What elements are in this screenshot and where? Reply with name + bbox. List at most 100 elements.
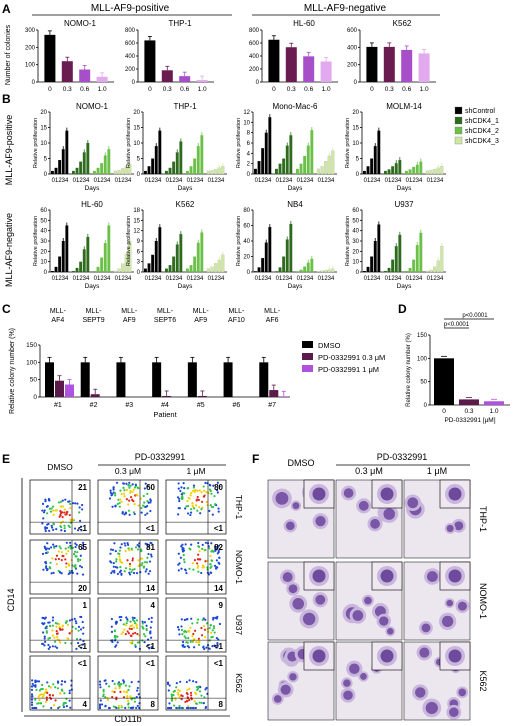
flow-density-dot xyxy=(58,545,61,548)
flow-density-dot xyxy=(67,546,70,549)
flow-density-dot xyxy=(119,489,122,492)
flow-density-dot xyxy=(51,505,55,508)
panel-b-ytick-label: 15 xyxy=(133,218,140,224)
flow-density-dot xyxy=(202,624,206,628)
panel-a-bar xyxy=(144,40,156,82)
flow-quadrant-value: <1 xyxy=(146,659,156,668)
panel-b-day-ticks: 01234 xyxy=(406,178,423,184)
flow-density-dot xyxy=(52,543,55,546)
flow-density-dot xyxy=(140,564,143,567)
flow-density-dot xyxy=(78,511,81,514)
flow-density-dot xyxy=(213,503,217,506)
panel-b-bar xyxy=(179,141,183,174)
panel-d-pvalue: p<0.0001 xyxy=(462,313,488,319)
flow-density-dot xyxy=(52,513,55,516)
flow-density-dot xyxy=(182,482,185,485)
panel-b-bar xyxy=(285,145,289,174)
flow-density-dot xyxy=(150,646,153,649)
flow-density-dot xyxy=(40,693,43,696)
flow-density-dot xyxy=(122,486,125,489)
panel-c-legend-swatch xyxy=(302,365,313,372)
flow-density-dot xyxy=(55,646,59,650)
flow-density-dot xyxy=(119,619,122,622)
flow-density-dot xyxy=(150,616,153,619)
flow-density-dot xyxy=(119,546,122,549)
flow-density-dot xyxy=(63,529,66,533)
flow-density-dot xyxy=(126,541,129,545)
panel-b-ytick-label: 30 xyxy=(352,239,359,245)
panel-b-bar xyxy=(217,167,221,175)
flow-density-dot xyxy=(126,619,129,623)
flow-density-dot xyxy=(50,706,53,710)
flow-density-dot xyxy=(48,566,51,569)
panel-b-ytick-label: 10 xyxy=(40,260,47,266)
flow-density-dot xyxy=(129,641,132,644)
flow-density-dot xyxy=(150,636,153,639)
flow-density-dot xyxy=(60,551,63,554)
panel-b-bar xyxy=(275,168,278,174)
panel-b-bar xyxy=(200,135,204,174)
flow-density-dot xyxy=(120,704,123,708)
panel-b-day-ticks: 01234 xyxy=(94,178,111,184)
flow-density-dot xyxy=(123,628,126,631)
panel-b-chart-title: MOLM-14 xyxy=(386,102,422,111)
flow-density-dot xyxy=(102,690,105,693)
flow-density-dot xyxy=(49,686,53,689)
flow-density-dot xyxy=(114,687,117,690)
flow-density-dot xyxy=(54,699,57,702)
flow-density-dot xyxy=(73,565,76,568)
flow-density-dot xyxy=(74,542,77,545)
flow-density-dot xyxy=(61,625,64,628)
flow-density-dot xyxy=(74,620,77,623)
flow-density-dot xyxy=(57,550,60,553)
micrograph-nucleus xyxy=(315,516,326,527)
flow-density-dot xyxy=(125,622,128,625)
flow-density-dot xyxy=(191,622,194,625)
flow-density-dot xyxy=(204,541,208,544)
flow-density-dot xyxy=(129,495,133,499)
flow-density-dot xyxy=(182,645,185,648)
flow-density-dot xyxy=(141,562,144,565)
micrograph-nucleus xyxy=(343,488,354,498)
flow-density-dot xyxy=(110,571,113,575)
micrograph-nucleus xyxy=(383,508,396,520)
panel-b-bar xyxy=(366,166,370,174)
flow-density-dot xyxy=(75,555,78,558)
flow-density-dot xyxy=(132,488,136,491)
panel-b-ytick-label: 10 xyxy=(40,141,47,147)
flow-density-dot xyxy=(79,558,82,562)
panel-b-bar xyxy=(429,269,433,273)
flow-density-dot xyxy=(113,682,116,685)
panel-d-ytick-label: 0 xyxy=(424,403,428,409)
panel-b-bar xyxy=(72,170,75,174)
flow-density-dot xyxy=(116,635,119,638)
flow-density-dot xyxy=(111,679,114,683)
flow-density-dot xyxy=(184,700,187,704)
flow-density-dot xyxy=(74,545,77,549)
flow-density-dot xyxy=(35,680,39,683)
flow-density-dot xyxy=(218,622,222,626)
micrograph-nucleus xyxy=(454,521,464,531)
panel-b-ytick-label: 3 xyxy=(137,260,141,266)
panel-a-bar xyxy=(418,53,430,82)
flow-density-dot xyxy=(64,680,67,683)
panel-b-bar xyxy=(113,270,117,273)
flow-density-dot xyxy=(127,702,130,705)
flow-density-dot xyxy=(166,681,170,684)
panel-b-day-ticks: 01234 xyxy=(208,276,225,282)
flow-density-dot xyxy=(108,497,112,500)
panel-c-ytick-label: 150 xyxy=(26,342,37,349)
panel-b-bar xyxy=(261,148,265,174)
flow-density-dot xyxy=(186,499,189,503)
flow-density-dot xyxy=(150,553,153,556)
panel-d-ylabel: Relative colony number (%) xyxy=(406,333,412,407)
flow-density-dot xyxy=(149,509,152,513)
flow-density-dot xyxy=(149,626,152,629)
flow-density-dot xyxy=(202,565,205,569)
flow-density-dot xyxy=(120,632,123,635)
flow-density-dot xyxy=(56,635,59,638)
flow-density-dot xyxy=(45,547,49,550)
flow-density-dot xyxy=(144,635,147,638)
flow-density-dot xyxy=(42,568,45,571)
flow-density-dot xyxy=(73,617,76,620)
